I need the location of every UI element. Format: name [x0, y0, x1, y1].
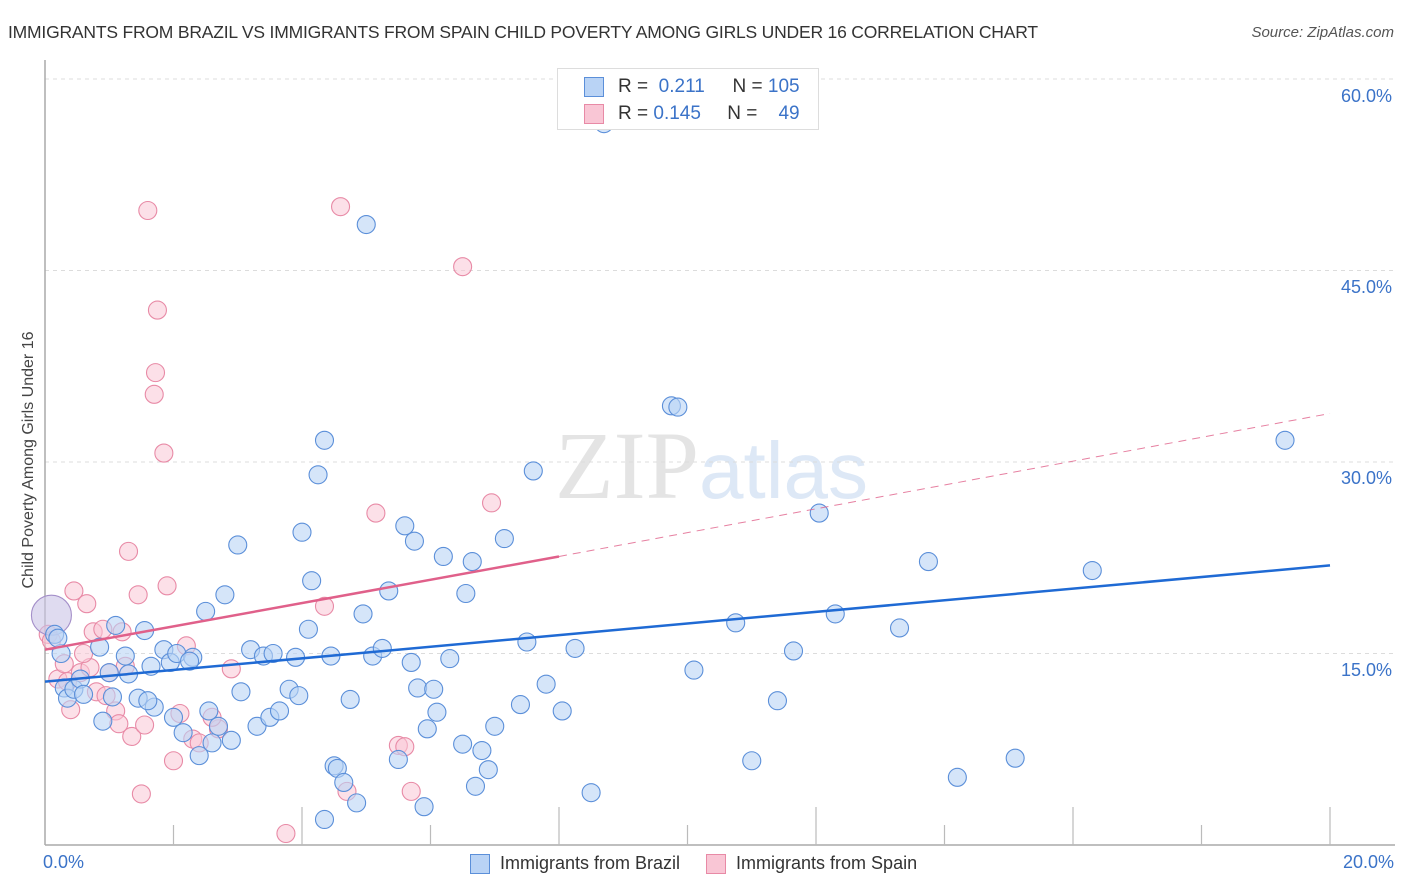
- chart-title: IMMIGRANTS FROM BRAZIL VS IMMIGRANTS FRO…: [8, 22, 1038, 42]
- spain-swatch-icon: [584, 104, 604, 124]
- brazil-r-value: 0.211: [658, 76, 705, 97]
- x-tick-max: 20.0%: [1342, 852, 1394, 872]
- brazil-n-label: N =: [732, 76, 763, 97]
- gridlines: [45, 78, 1395, 654]
- x-tick-min: 0.0%: [43, 852, 85, 872]
- y-tick-45: 45.0%: [1340, 277, 1392, 297]
- spain-legend-swatch-icon: [706, 853, 727, 874]
- spain-n-value: 49: [778, 103, 800, 124]
- y-tick-30: 30.0%: [1340, 468, 1392, 488]
- spain-r-label: R =: [618, 103, 649, 124]
- brazil-points: [30, 114, 1295, 830]
- legend-label-spain: Immigrants from Spain: [736, 853, 918, 873]
- brazil-r-label: R =: [618, 76, 649, 97]
- spain-points: [38, 197, 502, 844]
- brazil-n-value: 105: [767, 76, 800, 97]
- spain-r-value: 0.145: [653, 103, 701, 124]
- legend-row-spain: R = 0.145 N = 49: [584, 102, 800, 126]
- brazil-swatch-icon: [584, 77, 604, 97]
- correlation-legend: R = 0.211 N = 105 R = 0.145 N = 49: [557, 68, 819, 130]
- series-legend: Immigrants from Brazil Immigrants from S…: [470, 853, 943, 874]
- legend-row-brazil: R = 0.211 N = 105: [584, 75, 800, 99]
- source-label: Source: ZipAtlas.com: [1251, 24, 1394, 41]
- y-tick-15: 15.0%: [1340, 660, 1392, 680]
- axes: [44, 60, 1395, 846]
- legend-item-spain[interactable]: Immigrants from Spain: [706, 853, 917, 874]
- spain-n-label: N =: [727, 103, 758, 124]
- brazil-legend-swatch-icon: [470, 853, 490, 874]
- trend-lines: [44, 412, 1331, 683]
- legend-item-brazil[interactable]: Immigrants from Brazil: [470, 853, 680, 874]
- legend-label-brazil: Immigrants from Brazil: [500, 853, 681, 873]
- y-tick-60: 60.0%: [1340, 86, 1392, 106]
